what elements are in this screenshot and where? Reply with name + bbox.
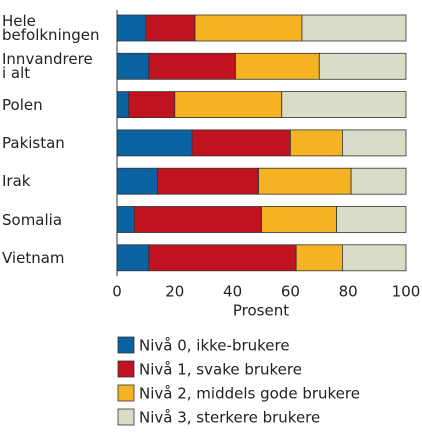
- bar-segment: [191, 129, 291, 157]
- bar-segment: [116, 167, 158, 195]
- legend-label: Nivå 1, svake brukere: [139, 361, 302, 379]
- legend-label: Nivå 0, ikke-brukere: [139, 337, 290, 355]
- bar-segment: [342, 129, 407, 157]
- bar-segment: [281, 91, 407, 118]
- x-tick-label: 60: [281, 283, 300, 301]
- bar-segment: [148, 52, 236, 80]
- legend-swatch: [117, 336, 135, 354]
- bar-segment: [336, 206, 407, 233]
- y-tick-label: Polen: [2, 95, 43, 114]
- x-tick-label: 20: [165, 283, 184, 301]
- x-axis-label: Prosent: [233, 302, 289, 320]
- legend-label: Nivå 2, middels gode brukere: [139, 385, 360, 403]
- bar-segment: [148, 244, 297, 272]
- bar-segment: [116, 52, 150, 80]
- bar-segment: [116, 14, 147, 42]
- bar-segment: [116, 244, 150, 272]
- legend-swatch: [117, 408, 135, 426]
- bar-segment: [128, 91, 176, 118]
- y-tick-label: Hele befolkningen: [2, 12, 100, 44]
- bar-segment: [116, 129, 193, 157]
- y-tick-label: Somalia: [2, 210, 63, 229]
- bar-segment: [318, 52, 407, 80]
- bar-segment: [174, 91, 283, 118]
- bar-segment: [235, 52, 320, 80]
- bar-segment: [261, 206, 338, 233]
- legend-label: Nivå 3, sterkere brukere: [139, 409, 320, 427]
- x-tick-label: 40: [223, 283, 242, 301]
- bar-segment: [342, 244, 407, 272]
- legend-swatch: [117, 384, 135, 402]
- bar-segment: [295, 244, 343, 272]
- y-tick-label: Irak: [2, 172, 31, 191]
- bar-segment: [301, 14, 407, 42]
- x-tick-label: 100: [392, 283, 421, 301]
- bar-segment: [289, 129, 343, 157]
- y-tick-label: Vietnam: [2, 248, 65, 267]
- legend-swatch: [117, 360, 135, 378]
- x-tick-label: 80: [339, 283, 358, 301]
- y-tick-label: Innvandrere i alt: [2, 50, 93, 83]
- bar-segment: [116, 91, 129, 118]
- bar-segment: [194, 14, 303, 42]
- bar-segment: [258, 167, 352, 195]
- bar-segment: [350, 167, 407, 195]
- x-tick-label: 0: [112, 283, 122, 301]
- bar-segment: [145, 14, 196, 42]
- y-tick-label: Pakistan: [2, 133, 65, 152]
- bar-segment: [133, 206, 262, 233]
- bar-segment: [157, 167, 260, 195]
- bar-segment: [116, 206, 135, 233]
